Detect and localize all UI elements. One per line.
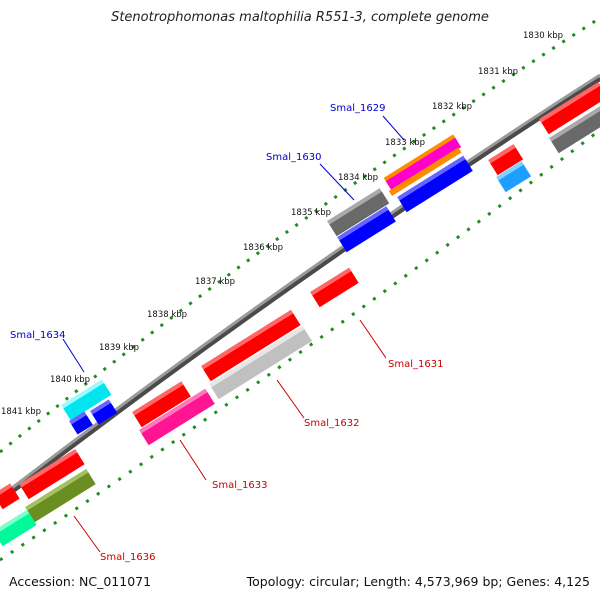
- genome-backbone-shadow: [0, 75, 600, 503]
- genome-backbone: [0, 73, 600, 499]
- gene-red-long-middle[interactable]: [201, 309, 301, 382]
- gene-smal-1632[interactable]: [209, 325, 312, 400]
- tick-label-1836: 1836 kbp: [243, 243, 283, 253]
- tick-label-1832: 1832 kbp: [432, 102, 472, 112]
- gene-smal-1633-magenta[interactable]: [139, 388, 215, 446]
- gene-smal-1634-cyan[interactable]: [61, 379, 112, 421]
- tick-label-1830: 1830 kbp: [523, 31, 563, 41]
- leader-smal-1629: [382, 115, 405, 141]
- gene-smal-1629-orange[interactable]: [388, 147, 462, 196]
- tick-label-1835: 1835 kbp: [291, 208, 331, 218]
- gene-smal-1630-blue[interactable]: [337, 206, 396, 253]
- outer-dotted-ring: [0, 16, 600, 454]
- tick-label-1840: 1840 kbp: [50, 375, 90, 385]
- tick-label-1833: 1833 kbp: [385, 138, 425, 148]
- inner-dotted-ring: [0, 128, 600, 562]
- tick-label-1839: 1839 kbp: [99, 343, 139, 353]
- gene-smal-1631[interactable]: [310, 267, 359, 308]
- gene-red-right-edge[interactable]: [539, 81, 600, 135]
- gene-label-smal-1632: Smal_1632: [304, 418, 359, 429]
- gene-label-smal-1629: Smal_1629: [330, 103, 385, 114]
- leader-smal-1636: [73, 515, 101, 553]
- gene-red-forward-1[interactable]: [19, 449, 85, 500]
- genome-summary-text: Topology: circular; Length: 4,573,969 bp…: [246, 574, 590, 589]
- leader-smal-1634: [62, 338, 85, 373]
- map-title: Stenotrophomonas maltophilia R551-3, com…: [111, 10, 489, 25]
- gene-sky-right-small[interactable]: [496, 161, 532, 193]
- accession-text: Accession: NC_011071: [9, 574, 152, 589]
- tick-label-1831: 1831 kbp: [478, 67, 518, 77]
- gene-label-smal-1630: Smal_1630: [266, 152, 321, 163]
- gene-smal-1634-blue-2[interactable]: [90, 399, 118, 425]
- gene-smal-1629-magenta[interactable]: [383, 134, 462, 191]
- gene-smal-1634-blue-1[interactable]: [69, 411, 93, 435]
- gene-smal-1636-forward[interactable]: [0, 483, 20, 510]
- gene-label-smal-1633: Smal_1633: [212, 480, 267, 491]
- gene-red-right-small[interactable]: [488, 144, 524, 176]
- gene-label-smal-1634: Smal_1634: [10, 330, 65, 341]
- gene-smal-1636-olive[interactable]: [25, 468, 96, 523]
- gene-smal-1633-red[interactable]: [132, 381, 191, 428]
- tick-label-1837: 1837 kbp: [195, 277, 235, 287]
- tick-label-1838: 1838 kbp: [147, 310, 187, 320]
- leader-smal-1630: [319, 163, 355, 201]
- gene-blue-large[interactable]: [397, 155, 473, 213]
- gene-gray-right-edge[interactable]: [549, 106, 600, 154]
- tick-label-1834: 1834 kbp: [338, 173, 378, 183]
- leader-smal-1632: [276, 379, 305, 419]
- tick-label-1841: 1841 kbp: [1, 407, 41, 417]
- leader-smal-1633: [179, 439, 207, 481]
- gene-smal-1630-gray[interactable]: [327, 188, 390, 237]
- gene-smal-1636-spring[interactable]: [0, 509, 37, 547]
- leader-smal-1631: [359, 319, 387, 359]
- gene-label-smal-1631: Smal_1631: [388, 359, 443, 370]
- gene-label-smal-1636: Smal_1636: [100, 552, 155, 563]
